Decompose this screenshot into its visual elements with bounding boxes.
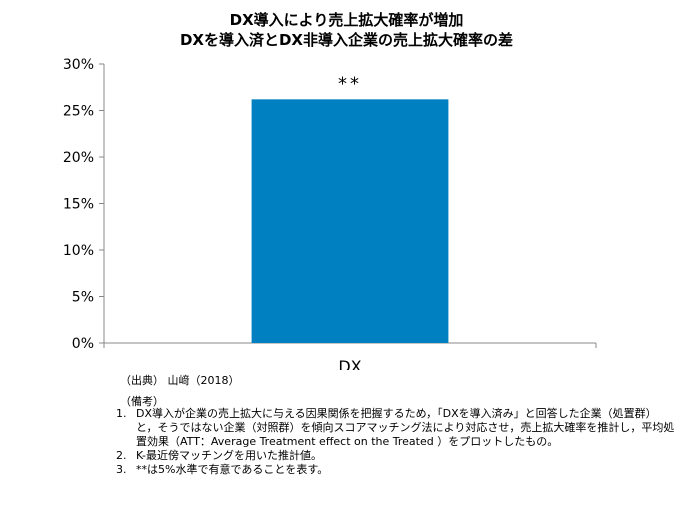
note-number: 3. <box>116 463 127 476</box>
note-item: 1. DX導入が企業の売上拡大に与える因果関係を把握するため，「DXを導入済み」… <box>116 407 676 449</box>
y-axis: 0% 5% 10% 15% 20% 25% 30% <box>63 57 105 352</box>
y-tick-label: 30% <box>63 57 94 73</box>
y-tick-label: 25% <box>63 104 94 120</box>
notes-list: 1. DX導入が企業の売上拡大に与える因果関係を把握するため，「DXを導入済み」… <box>116 407 676 477</box>
x-tick-label: DX <box>338 357 361 370</box>
x-axis: DX <box>103 342 597 370</box>
y-tick-label: 0% <box>72 336 94 352</box>
bar <box>251 99 449 343</box>
significance-label: ** <box>338 73 362 94</box>
note-item: 2. K-最近傍マッチングを用いた推計値。 <box>116 449 676 463</box>
y-tick-label: 15% <box>63 197 94 213</box>
bar-chart: 0% 5% 10% 15% 20% 25% 30% DX ** <box>63 57 597 370</box>
y-tick-label: 10% <box>63 243 94 259</box>
note-number: 2. <box>116 449 127 462</box>
note-text: **は5%水準で有意であることを表す。 <box>136 463 329 476</box>
y-tick-label: 20% <box>63 150 94 166</box>
bars: ** <box>251 73 449 343</box>
note-text: K-最近傍マッチングを用いた推計値。 <box>136 449 323 462</box>
y-tick-label: 5% <box>72 290 94 306</box>
note-number: 1. <box>116 407 127 420</box>
note-text: DX導入が企業の売上拡大に与える因果関係を把握するため，「DXを導入済み」と回答… <box>136 407 675 448</box>
note-item: 3. **は5%水準で有意であることを表す。 <box>116 463 676 477</box>
chart-title: DX導入により売上拡大確率が増加 <box>229 11 464 29</box>
notes-heading: （備考） <box>120 395 164 408</box>
source-note: （出典） 山﨑（2018） <box>120 374 240 387</box>
chart-subtitle: DXを導入済とDX非導入企業の売上拡大確率の差 <box>179 31 514 49</box>
